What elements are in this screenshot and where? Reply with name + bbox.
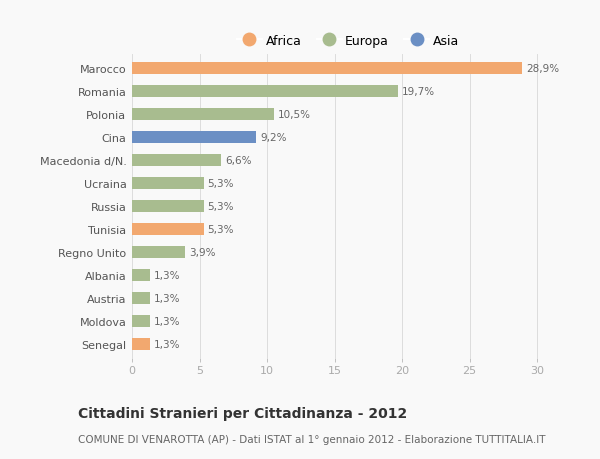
Bar: [132, 154, 221, 167]
Text: 1,3%: 1,3%: [154, 316, 180, 326]
Text: 5,3%: 5,3%: [208, 224, 234, 235]
Bar: [132, 292, 149, 305]
Text: Cittadini Stranieri per Cittadinanza - 2012: Cittadini Stranieri per Cittadinanza - 2…: [78, 406, 407, 420]
Text: 5,3%: 5,3%: [208, 202, 234, 212]
Text: 3,9%: 3,9%: [188, 247, 215, 257]
Legend: Africa, Europa, Asia: Africa, Europa, Asia: [233, 31, 463, 51]
Bar: [132, 338, 149, 351]
Bar: [132, 85, 398, 98]
Bar: [132, 177, 203, 190]
Bar: [132, 200, 203, 213]
Text: 1,3%: 1,3%: [154, 270, 180, 280]
Bar: [132, 108, 274, 121]
Bar: [132, 131, 256, 144]
Bar: [132, 62, 522, 75]
Text: 5,3%: 5,3%: [208, 179, 234, 189]
Text: 19,7%: 19,7%: [402, 87, 435, 97]
Bar: [132, 246, 185, 259]
Text: 10,5%: 10,5%: [278, 110, 311, 120]
Text: 6,6%: 6,6%: [225, 156, 251, 166]
Text: 1,3%: 1,3%: [154, 293, 180, 303]
Bar: [132, 269, 149, 282]
Text: 28,9%: 28,9%: [526, 64, 559, 74]
Text: 9,2%: 9,2%: [260, 133, 287, 143]
Text: COMUNE DI VENAROTTA (AP) - Dati ISTAT al 1° gennaio 2012 - Elaborazione TUTTITAL: COMUNE DI VENAROTTA (AP) - Dati ISTAT al…: [78, 434, 545, 444]
Text: 1,3%: 1,3%: [154, 339, 180, 349]
Bar: [132, 223, 203, 236]
Bar: [132, 315, 149, 328]
